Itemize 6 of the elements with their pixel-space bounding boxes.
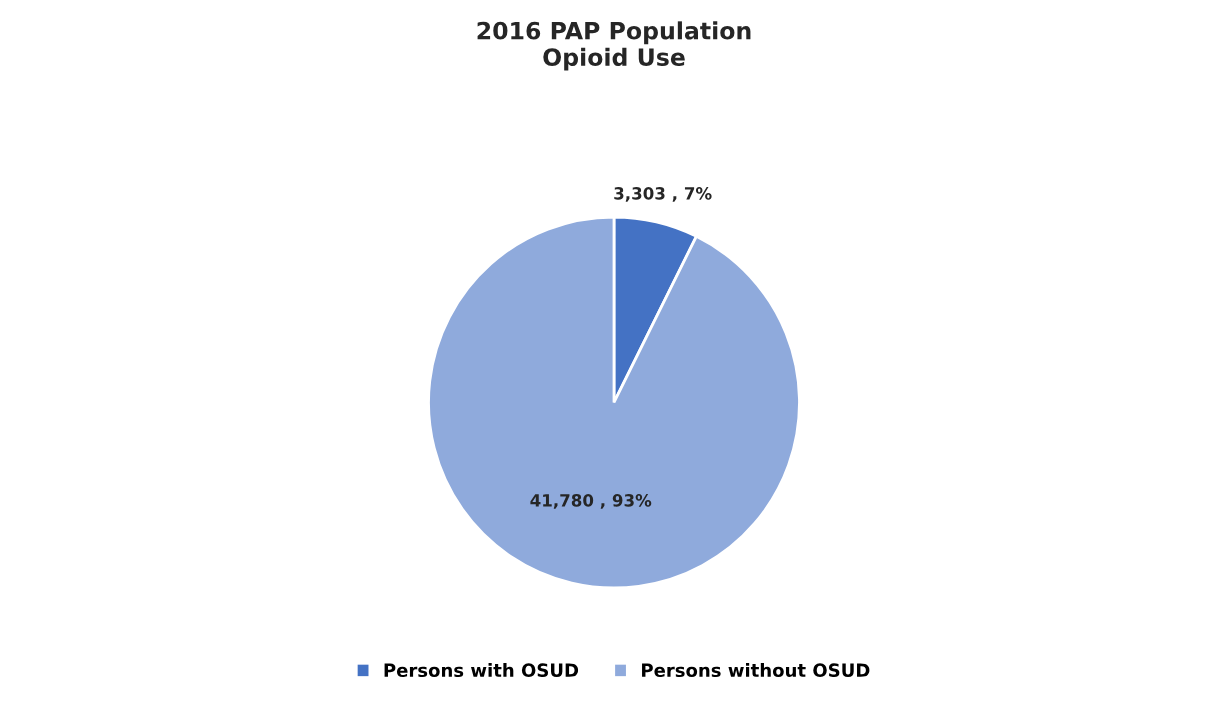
chart-title: 2016 PAP Population Opioid Use — [477, 21, 751, 71]
legend-label: Persons without OSUD — [642, 663, 870, 678]
data-label: 41,780 , 93% — [530, 494, 652, 509]
data-label: 3,303 , 7% — [614, 187, 712, 202]
legend-label: Persons with OSUD — [384, 663, 579, 678]
pie-slice — [427, 215, 801, 590]
